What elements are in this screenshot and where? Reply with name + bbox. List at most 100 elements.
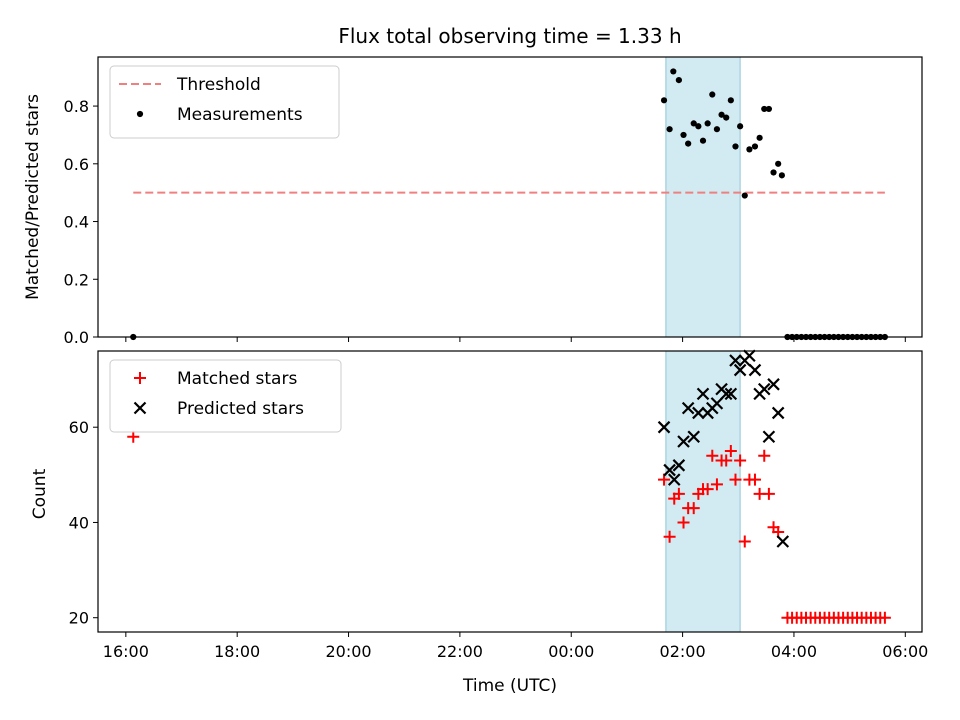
measurement-point xyxy=(746,146,753,153)
matched-star-point xyxy=(663,530,676,543)
matched-star-point xyxy=(720,454,733,467)
x-tick-label: 16:00 xyxy=(103,642,149,661)
measurement-point xyxy=(765,105,772,113)
predicted-star-point xyxy=(696,387,710,401)
measurement-point xyxy=(680,131,687,139)
predicted-star-point xyxy=(710,397,724,410)
matched-star-point xyxy=(734,454,747,467)
matched-star-point xyxy=(706,449,719,462)
predicted-star-point xyxy=(729,354,742,367)
predicted-star-point xyxy=(663,463,676,477)
x-axis-label: Time (UTC) xyxy=(462,676,557,696)
predicted-star-point xyxy=(692,406,705,420)
predicted-star-point xyxy=(677,435,690,448)
bot-y-tick-label: 20 xyxy=(69,609,89,628)
measurement-point xyxy=(727,97,734,104)
legend-matched-swatch xyxy=(134,372,146,384)
measurement-point xyxy=(690,120,697,127)
bottom-legend: Matched stars Predicted stars xyxy=(109,359,342,433)
matched-star-point xyxy=(762,487,775,500)
predicted-star-point xyxy=(776,535,790,548)
matched-star-point xyxy=(701,483,714,496)
legend-label: Predicted stars xyxy=(177,399,304,419)
measurement-point xyxy=(670,68,677,75)
predicted-star-point xyxy=(743,349,756,363)
measurement-point xyxy=(675,76,682,84)
measurement-point xyxy=(737,123,744,130)
measurement-point xyxy=(778,172,785,179)
predicted-star-point xyxy=(762,430,776,444)
predicted-star-point xyxy=(724,387,738,401)
measurement-point xyxy=(718,111,725,118)
matched-star-point xyxy=(724,445,737,458)
x-tick-label: 22:00 xyxy=(437,642,483,661)
measurement-point xyxy=(695,123,702,130)
measurement-point xyxy=(761,105,768,113)
predicted-star-point xyxy=(657,420,671,434)
bottom-plot-frame xyxy=(97,350,923,633)
predicted-star-point xyxy=(771,406,785,420)
bottom-y-axis-label: Count xyxy=(30,468,50,519)
top-shaded-region xyxy=(665,56,741,338)
x-tick-label: 02:00 xyxy=(660,642,706,661)
legend-label: Threshold xyxy=(176,75,261,95)
predicted-star-point xyxy=(767,378,780,391)
x-tick-label: 18:00 xyxy=(214,642,260,661)
measurement-point xyxy=(666,126,673,133)
predicted-star-point xyxy=(757,382,771,396)
figure-title: Flux total observing time = 1.33 h xyxy=(338,24,681,48)
measurement-point xyxy=(713,126,721,133)
top-legend: Threshold Measurements xyxy=(109,65,340,139)
top-panel: 0.00.20.40.60.8 Matched/Predicted stars … xyxy=(23,56,923,347)
measurement-point xyxy=(685,140,692,147)
x-tick-label: 20:00 xyxy=(325,642,371,661)
top-measurement-points xyxy=(130,68,888,341)
predicted-star-point xyxy=(748,363,762,377)
measurement-point xyxy=(751,143,759,150)
top-y-tick-label: 0.4 xyxy=(64,213,89,232)
top-y-axis-label: Matched/Predicted stars xyxy=(23,94,43,300)
predicted-star-point xyxy=(719,387,733,401)
top-plot-frame xyxy=(97,56,923,338)
measurement-point xyxy=(660,97,668,104)
matched-star-point xyxy=(710,478,723,491)
top-y-tick-label: 0.6 xyxy=(64,155,89,174)
measurement-point xyxy=(723,114,730,121)
x-tick-label: 04:00 xyxy=(771,642,817,661)
top-observing-window xyxy=(665,56,741,338)
matched-star-point xyxy=(127,430,140,443)
bot-y-tick-label: 60 xyxy=(69,418,89,437)
matched-star-point xyxy=(672,487,685,500)
matched-star-point xyxy=(748,473,761,486)
predicted-star-point xyxy=(672,459,686,472)
measurement-point xyxy=(732,143,739,150)
bottom-y-ticks: 20 40 60 xyxy=(69,418,98,628)
top-x-ticks xyxy=(125,337,906,342)
matched-star-point xyxy=(878,611,891,624)
top-y-tick-label: 0.0 xyxy=(64,328,89,347)
legend-predicted-swatch xyxy=(133,401,147,415)
bot-y-tick-label: 40 xyxy=(69,513,89,532)
bottom-panel: 20 40 60 16:00 18:00 20:00 22:00 00:00 02:00 04:… xyxy=(30,349,928,696)
x-tick-label: 00:00 xyxy=(548,642,594,661)
matched-star-point xyxy=(658,473,671,486)
matched-star-point xyxy=(729,473,742,486)
legend-label: Matched stars xyxy=(177,369,297,389)
predicted-star-point xyxy=(733,363,747,377)
measurement-point xyxy=(756,134,763,141)
top-y-ticks: 0.0 0.2 0.4 0.6 0.8 xyxy=(64,97,98,347)
measurement-point xyxy=(775,160,782,167)
measurement-point xyxy=(704,120,711,127)
measurement-point xyxy=(709,91,716,98)
top-y-tick-label: 0.2 xyxy=(64,270,89,289)
top-y-tick-label: 0.8 xyxy=(64,97,89,116)
matched-star-point xyxy=(738,535,751,548)
measurement-point xyxy=(699,137,707,144)
matched-star-point xyxy=(758,449,771,462)
predicted-star-point xyxy=(687,430,701,444)
legend-label: Measurements xyxy=(177,105,303,125)
bottom-star-points xyxy=(127,349,891,624)
bottom-x-ticks: 16:00 18:00 20:00 22:00 00:00 02:00 04:00 06:00 xyxy=(103,632,928,661)
predicted-star-point xyxy=(681,401,695,415)
